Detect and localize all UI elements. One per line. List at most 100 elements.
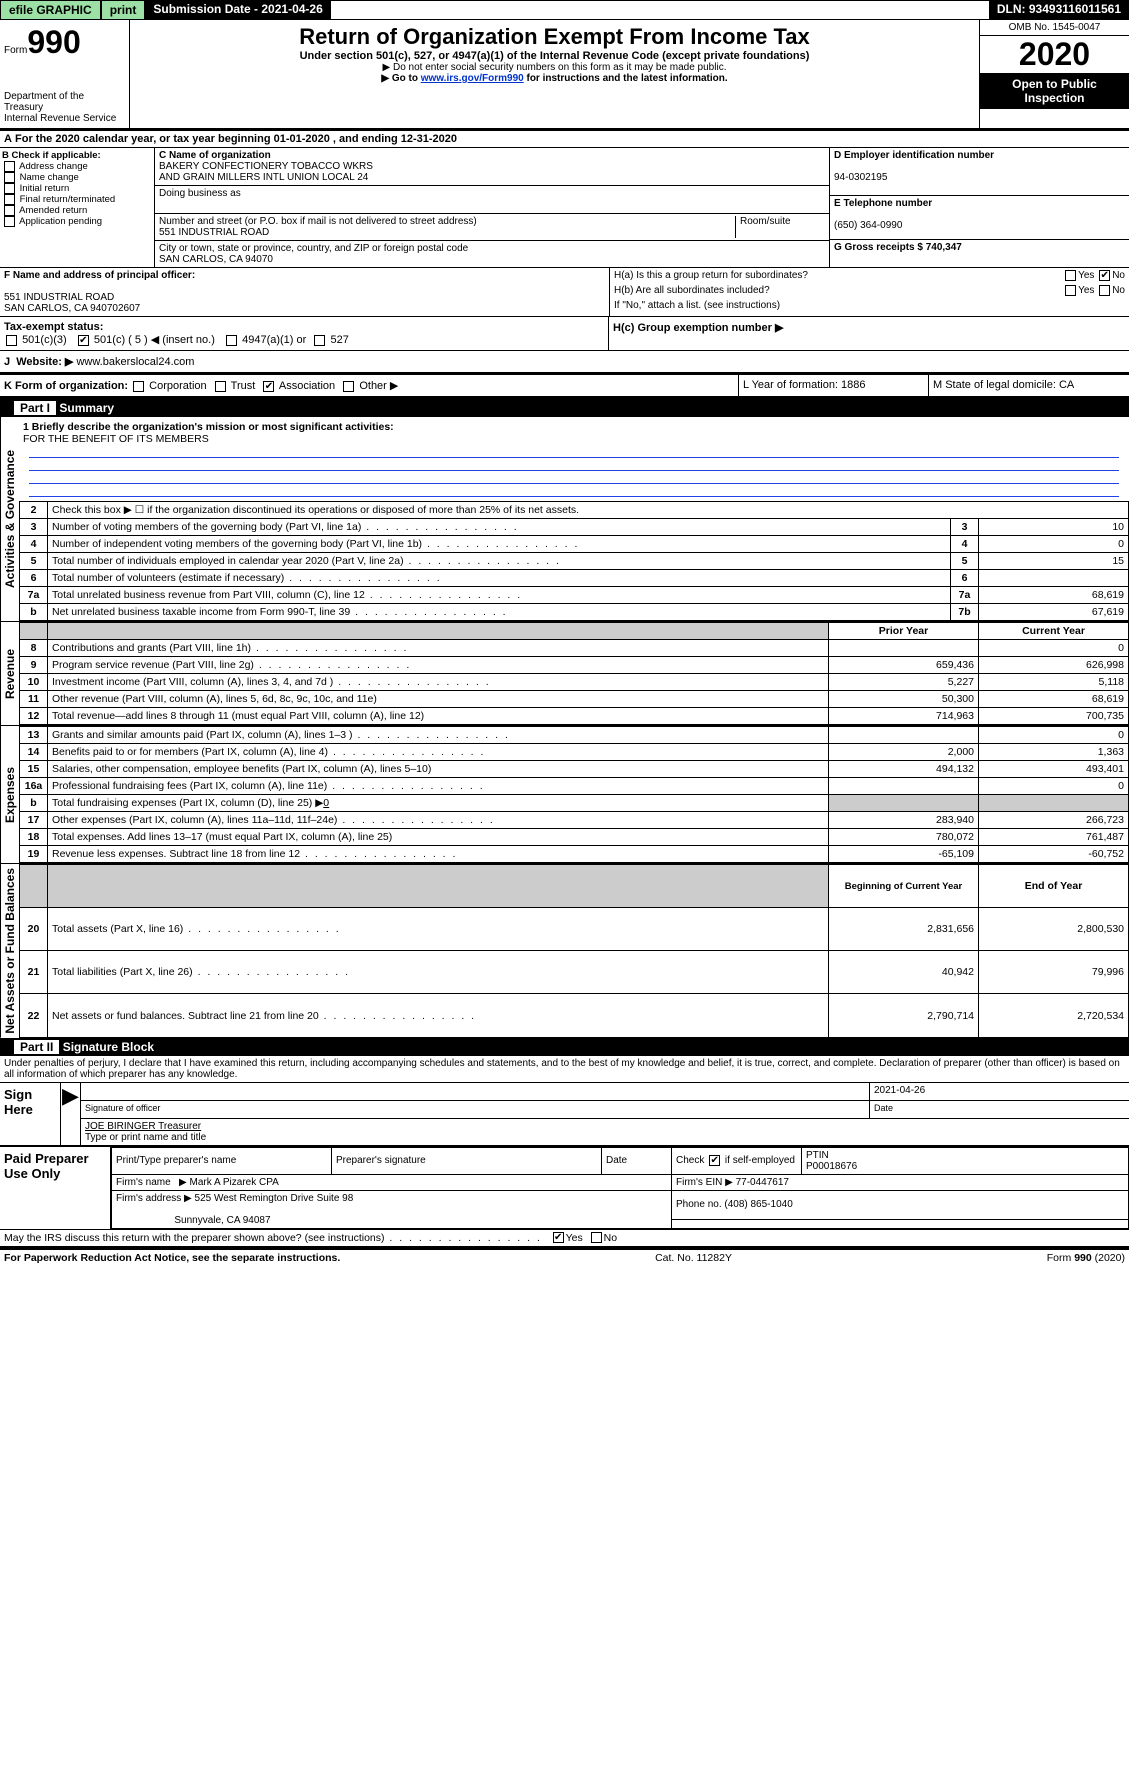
j-label: Website: ▶ (16, 356, 73, 368)
e-label: E Telephone number (834, 198, 932, 209)
part2-label: Part II (14, 1040, 59, 1054)
i-4947[interactable] (226, 335, 237, 346)
print-btn[interactable]: print (101, 0, 146, 20)
ha-no[interactable]: ✔ (1099, 270, 1110, 281)
l19: Revenue less expenses. Subtract line 18 … (48, 846, 829, 863)
efile-btn[interactable]: efile GRAPHIC (0, 0, 101, 20)
v8p (829, 640, 979, 657)
l13: Grants and similar amounts paid (Part IX… (48, 727, 829, 744)
l5: Total number of individuals employed in … (48, 553, 951, 570)
ha-yes-lbl: Yes (1078, 270, 1094, 281)
topbar-spacer (331, 0, 989, 20)
irs-yes[interactable]: ✔ (553, 1232, 564, 1243)
l7b: Net unrelated business taxable income fr… (48, 604, 951, 621)
org-info: B Check if applicable: Address change Na… (0, 148, 1129, 268)
v13c: 0 (979, 727, 1129, 744)
ha-label: H(a) Is this a group return for subordin… (614, 270, 808, 281)
chk-address[interactable]: Address change (2, 161, 152, 172)
chk-final[interactable]: Final return/terminated (2, 194, 152, 205)
i-501c3[interactable] (6, 335, 17, 346)
sign-arrow-icon: ▶ (60, 1083, 80, 1145)
note1: ▶ Do not enter social security numbers o… (138, 62, 971, 73)
paid-preparer: Paid Preparer Use Only Print/Type prepar… (0, 1146, 1129, 1230)
v4: 0 (979, 536, 1129, 553)
ha-yes[interactable] (1065, 270, 1076, 281)
m-state: M State of legal domicile: CA (929, 375, 1129, 396)
org-city: SAN CARLOS, CA 94070 (159, 254, 273, 265)
instructions-link[interactable]: www.irs.gov/Form990 (421, 73, 524, 84)
org-name2: AND GRAIN MILLERS INTL UNION LOCAL 24 (159, 172, 368, 183)
org-street: 551 INDUSTRIAL ROAD (159, 227, 269, 238)
v12p: 714,963 (829, 708, 979, 725)
firmein: Firm's EIN ▶ 77-0447617 (672, 1174, 1129, 1190)
hb-yes[interactable] (1065, 285, 1076, 296)
vlabel-rev: Revenue (0, 622, 19, 725)
mission-text: FOR THE BENEFIT OF ITS MEMBERS (23, 433, 209, 445)
part1-label: Part I (14, 401, 56, 415)
l22: Net assets or fund balances. Subtract li… (48, 994, 829, 1037)
v18c: 761,487 (979, 829, 1129, 846)
city-label: City or town, state or province, country… (159, 243, 468, 254)
form-no: 990 (27, 24, 80, 60)
v14p: 2,000 (829, 744, 979, 761)
firmcity: Sunnyvale, CA 94087 (174, 1215, 270, 1226)
v5: 15 (979, 553, 1129, 570)
l16b: Total fundraising expenses (Part IX, col… (48, 795, 829, 812)
hb-no[interactable] (1099, 285, 1110, 296)
i-o3: 4947(a)(1) or (242, 334, 306, 346)
tax-year: 2020 (980, 36, 1129, 73)
dln: DLN: 93493116011561 (989, 0, 1129, 20)
l21: Total liabilities (Part X, line 26) (48, 951, 829, 994)
self-employed-chk[interactable]: ✔ (709, 1155, 720, 1166)
k-o2: Trust (231, 380, 256, 392)
v17c: 266,723 (979, 812, 1129, 829)
v18p: 780,072 (829, 829, 979, 846)
l16b-text: Total fundraising expenses (Part IX, col… (52, 797, 323, 809)
dept: Department of the Treasury (4, 91, 125, 113)
section-b: B Check if applicable: Address change Na… (0, 148, 155, 267)
irs-no[interactable] (591, 1232, 602, 1243)
footer: For Paperwork Reduction Act Notice, see … (0, 1247, 1129, 1266)
chk-name[interactable]: Name change (2, 172, 152, 183)
pc1: Print/Type preparer's name (112, 1147, 332, 1174)
officer-addr2: SAN CARLOS, CA 940702607 (4, 303, 140, 314)
firmphone: Phone no. (408) 865-1040 (672, 1190, 1129, 1219)
v15c: 493,401 (979, 761, 1129, 778)
pc4a: Check (676, 1155, 704, 1166)
k-trust[interactable] (215, 381, 226, 392)
chk-initial[interactable]: Initial return (2, 183, 152, 194)
i-527[interactable] (314, 335, 325, 346)
l3: Number of voting members of the governin… (48, 519, 951, 536)
k-l-m-row: K Form of organization: Corporation Trus… (0, 375, 1129, 399)
form-footer: Form 990 (2020) (1047, 1252, 1125, 1264)
k-label: K Form of organization: (4, 380, 128, 392)
v17p: 283,940 (829, 812, 979, 829)
c-name-label: C Name of organization (159, 150, 271, 161)
netassets-section: Net Assets or Fund Balances Beginning of… (0, 864, 1129, 1038)
k-corp[interactable] (133, 381, 144, 392)
l7a: Total unrelated business revenue from Pa… (48, 587, 951, 604)
form-title: Return of Organization Exempt From Incom… (138, 24, 971, 50)
chk-pending[interactable]: Application pending (2, 216, 152, 227)
section-c: C Name of organization BAKERY CONFECTION… (155, 148, 829, 267)
chk-amended-lbl: Amended return (19, 205, 87, 216)
q1: 1 Briefly describe the organization's mi… (23, 421, 394, 433)
l20: Total assets (Part X, line 16) (48, 908, 829, 951)
col-end: End of Year (979, 865, 1129, 908)
note2: ▶ Go to www.irs.gov/Form990 for instruct… (138, 73, 971, 84)
b-label: B Check if applicable: (2, 150, 152, 161)
paid-label: Paid Preparer Use Only (0, 1147, 110, 1229)
hb-no-lbl: No (1112, 285, 1125, 296)
taxyear-text: For the 2020 calendar year, or tax year … (15, 133, 457, 145)
i-501c[interactable]: ✔ (78, 335, 89, 346)
k-assoc[interactable]: ✔ (263, 381, 274, 392)
chk-amended[interactable]: Amended return (2, 205, 152, 216)
l2: Check this box ▶ ☐ if the organization d… (48, 502, 1129, 519)
k-other[interactable] (343, 381, 354, 392)
v19p: -65,109 (829, 846, 979, 863)
activities-governance: Activities & Governance 1 Briefly descri… (0, 417, 1129, 622)
part2-title: Signature Block (63, 1040, 154, 1054)
v8c: 0 (979, 640, 1129, 657)
l14: Benefits paid to or for members (Part IX… (48, 744, 829, 761)
note2-post: for instructions and the latest informat… (524, 73, 728, 84)
